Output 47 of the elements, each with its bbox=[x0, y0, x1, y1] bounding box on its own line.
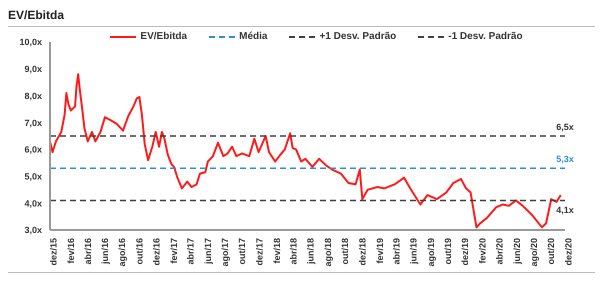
legend-label: EV/Ebitda bbox=[140, 31, 188, 42]
x-tick-label: fev/16 bbox=[66, 238, 76, 264]
x-tick-label: dez/15 bbox=[48, 238, 58, 266]
x-tick-label: out/20 bbox=[546, 238, 556, 265]
x-tick-label: abr/17 bbox=[186, 238, 196, 265]
x-tick-label: jun/18 bbox=[306, 238, 316, 266]
x-tick-label: out/18 bbox=[340, 238, 350, 265]
y-tick-label: 10,0x bbox=[19, 37, 42, 48]
annotation: 4,1x bbox=[556, 204, 574, 215]
annotation: 6,5x bbox=[556, 122, 574, 132]
x-tick-label: ago/20 bbox=[529, 238, 539, 267]
x-tick-label: out/19 bbox=[443, 238, 454, 265]
annotation: 5,3x bbox=[556, 154, 574, 164]
x-tick-label: jun/19 bbox=[408, 238, 419, 266]
x-tick-label: ago/17 bbox=[220, 238, 230, 267]
x-tick-label: dez/17 bbox=[254, 238, 264, 266]
x-tick-label: fev/19 bbox=[374, 238, 385, 264]
chart-title: EV/Ebitda bbox=[8, 8, 595, 27]
x-tick-label: dez/20 bbox=[563, 238, 574, 266]
y-tick-label: 3,0x bbox=[24, 225, 42, 236]
y-tick-label: 7,0x bbox=[24, 118, 42, 128]
legend-label: Média bbox=[239, 31, 268, 42]
legend-label: +1 Desv. Padrão bbox=[319, 31, 396, 42]
x-tick-label: ago/18 bbox=[322, 238, 333, 267]
y-tick-label: 8,0x bbox=[24, 90, 42, 101]
x-tick-label: out/17 bbox=[237, 238, 248, 265]
x-tick-label: ago/19 bbox=[426, 238, 436, 267]
y-tick-label: 6,0x bbox=[24, 144, 42, 155]
y-tick-label: 4,0x bbox=[24, 198, 42, 208]
x-tick-label: abr/18 bbox=[288, 238, 299, 265]
x-tick-label: fev/18 bbox=[272, 238, 282, 264]
x-tick-label: jun/17 bbox=[202, 238, 213, 266]
x-tick-label: jun/20 bbox=[512, 238, 522, 266]
legend-label: -1 Desv. Padrão bbox=[448, 31, 523, 42]
x-tick-label: dez/19 bbox=[460, 238, 470, 266]
x-tick-label: fev/17 bbox=[169, 238, 180, 264]
y-tick-label: 5,0x bbox=[24, 171, 42, 182]
x-tick-label: abr/19 bbox=[391, 238, 402, 265]
x-tick-label: dez/16 bbox=[152, 238, 162, 266]
x-tick-label: abr/16 bbox=[82, 238, 93, 265]
x-tick-label: out/16 bbox=[134, 238, 144, 265]
y-tick-label: 9,0x bbox=[24, 64, 42, 74]
x-tick-label: fev/20 bbox=[478, 238, 488, 264]
x-tick-label: dez/18 bbox=[357, 238, 368, 266]
x-tick-label: abr/20 bbox=[494, 238, 505, 265]
x-tick-label: ago/16 bbox=[117, 238, 128, 267]
x-tick-label: jun/16 bbox=[100, 238, 110, 266]
